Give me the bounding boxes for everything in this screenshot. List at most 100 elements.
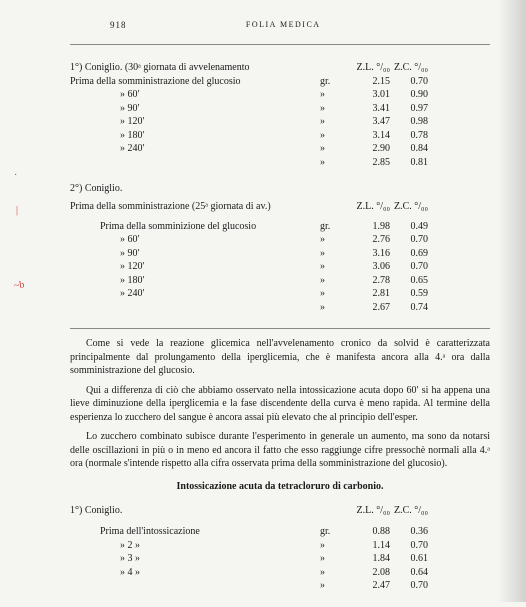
time-label: » 3 » xyxy=(70,552,320,566)
margin-annotation: ~b xyxy=(13,279,25,291)
journal-title: FOLIA MEDICA xyxy=(246,20,321,30)
time-label: » 120′ xyxy=(70,115,320,129)
val-zl: 1.14 xyxy=(348,539,390,553)
val-zc: 0.69 xyxy=(390,247,432,261)
time-label: » 60′ xyxy=(70,88,320,102)
val-zc: 0.65 xyxy=(390,274,432,288)
val-zl: 1.84 xyxy=(348,552,390,566)
val-zc: 0.70 xyxy=(390,75,432,89)
table-row: » 120′ » 3.47 0.98 xyxy=(70,115,490,129)
val-zl: 2.85 xyxy=(348,156,390,170)
table-row: » 180′ » 2.78 0.65 xyxy=(70,274,490,288)
paragraph-3: Lo zucchero combinato subisce durante l'… xyxy=(70,430,490,471)
margin-annotation: · xyxy=(14,170,17,181)
page-edge-shadow xyxy=(498,0,526,602)
header-spacer xyxy=(440,20,480,30)
gr: » xyxy=(320,260,348,274)
gr: gr. xyxy=(320,75,348,89)
page-content: 918 FOLIA MEDICA 1°) Coniglio. (30ᵃ gior… xyxy=(70,20,490,607)
val-zc: 0.97 xyxy=(390,102,432,116)
exp3-title-row: 1°) Coniglio. Z.L. °/₀₀ Z.C. °/₀₀ xyxy=(70,504,490,518)
val-zl: 2.90 xyxy=(348,142,390,156)
table-row: » 3 » » 1.84 0.61 xyxy=(70,552,490,566)
gr: » xyxy=(320,579,348,593)
experiment-3: Prima dell'intossicazione gr. 0.88 0.36 … xyxy=(70,525,490,593)
section-heading: Intossicazione acuta da tetracloruro di … xyxy=(70,481,490,492)
table-row: Prima della somminizione del glucosio gr… xyxy=(70,220,490,234)
table-row: » 180′ » 3.14 0.78 xyxy=(70,129,490,143)
gr: » xyxy=(320,566,348,580)
time-label: » 180′ xyxy=(70,129,320,143)
val-zl: 1.98 xyxy=(348,220,390,234)
col-header-zl: Z.L. °/₀₀ xyxy=(348,200,390,214)
col-header-zc: Z.C. °/₀₀ xyxy=(390,504,432,518)
time-label: » 120′ xyxy=(70,260,320,274)
gr: » xyxy=(320,301,348,315)
val-zc: 0.49 xyxy=(390,220,432,234)
time-label: » 4 » xyxy=(70,566,320,580)
val-zl: 2.15 xyxy=(348,75,390,89)
gr: » xyxy=(320,102,348,116)
val-zl: 3.14 xyxy=(348,129,390,143)
page-number: 918 xyxy=(110,20,127,30)
val-zc: 0.64 xyxy=(390,566,432,580)
gr: » xyxy=(320,233,348,247)
val-zc: 0.70 xyxy=(390,579,432,593)
first-label: Prima della somminizione del glucosio xyxy=(70,220,320,234)
val-zc: 0.70 xyxy=(390,539,432,553)
exp1-title: 1°) Coniglio. (30ᵃ giornata di avvelenam… xyxy=(70,61,320,75)
time-label: » 60′ xyxy=(70,233,320,247)
val-zc: 0.78 xyxy=(390,129,432,143)
val-zc: 0.36 xyxy=(390,525,432,539)
time-label: » 180′ xyxy=(70,274,320,288)
col-header-zc: Z.C. °/₀₀ xyxy=(390,200,432,214)
val-zc: 0.98 xyxy=(390,115,432,129)
header-rule xyxy=(70,44,490,45)
section-rule xyxy=(70,328,490,329)
exp2-subheading: Prima della somministrazione (25ᵃ giorna… xyxy=(70,200,320,214)
gr: gr. xyxy=(320,525,348,539)
exp3-title: 1°) Coniglio. xyxy=(70,504,320,518)
gr: » xyxy=(320,247,348,261)
val-zc: 0.84 xyxy=(390,142,432,156)
val-zl: 3.16 xyxy=(348,247,390,261)
gr: » xyxy=(320,287,348,301)
gr: gr. xyxy=(320,220,348,234)
exp2-subheading-row: Prima della somministrazione (25ᵃ giorna… xyxy=(70,200,490,214)
val-zl: 3.41 xyxy=(348,102,390,116)
table-row: » 2.47 0.70 xyxy=(70,579,490,593)
table-row: » 2.85 0.81 xyxy=(70,156,490,170)
table-row: » 120′ » 3.06 0.70 xyxy=(70,260,490,274)
table-row: » 90′ » 3.41 0.97 xyxy=(70,102,490,116)
time-label: » 2 » xyxy=(70,539,320,553)
gr: » xyxy=(320,156,348,170)
val-zl: 3.01 xyxy=(348,88,390,102)
paragraph-1: Come si vede la reazione glicemica nell'… xyxy=(70,337,490,378)
col-header-zc: Z.C. °/₀₀ xyxy=(390,61,432,75)
experiment-2: Prima della somminizione del glucosio gr… xyxy=(70,220,490,315)
val-zc: 0.70 xyxy=(390,233,432,247)
experiment-1: 1°) Coniglio. (30ᵃ giornata di avvelenam… xyxy=(70,61,490,169)
val-zl: 2.76 xyxy=(348,233,390,247)
table-row: Prima dell'intossicazione gr. 0.88 0.36 xyxy=(70,525,490,539)
val-zl: 3.06 xyxy=(348,260,390,274)
time-label: » 90′ xyxy=(70,102,320,116)
col-header-zl: Z.L. °/₀₀ xyxy=(348,504,390,518)
val-zl: 2.08 xyxy=(348,566,390,580)
gr: » xyxy=(320,274,348,288)
table-row: » 60′ » 2.76 0.70 xyxy=(70,233,490,247)
val-zl: 2.47 xyxy=(348,579,390,593)
table-row: » 90′ » 3.16 0.69 xyxy=(70,247,490,261)
val-zc: 0.61 xyxy=(390,552,432,566)
gr: » xyxy=(320,115,348,129)
time-label: » 240′ xyxy=(70,287,320,301)
table-row: » 60′ » 3.01 0.90 xyxy=(70,88,490,102)
val-zl: 2.67 xyxy=(348,301,390,315)
val-zl: 0.88 xyxy=(348,525,390,539)
table-row: Prima della somministrazione del glucosi… xyxy=(70,75,490,89)
val-zc: 0.70 xyxy=(390,260,432,274)
gr: » xyxy=(320,539,348,553)
val-zc: 0.59 xyxy=(390,287,432,301)
first-label: Prima della somministrazione del glucosi… xyxy=(70,75,320,89)
gr: » xyxy=(320,142,348,156)
